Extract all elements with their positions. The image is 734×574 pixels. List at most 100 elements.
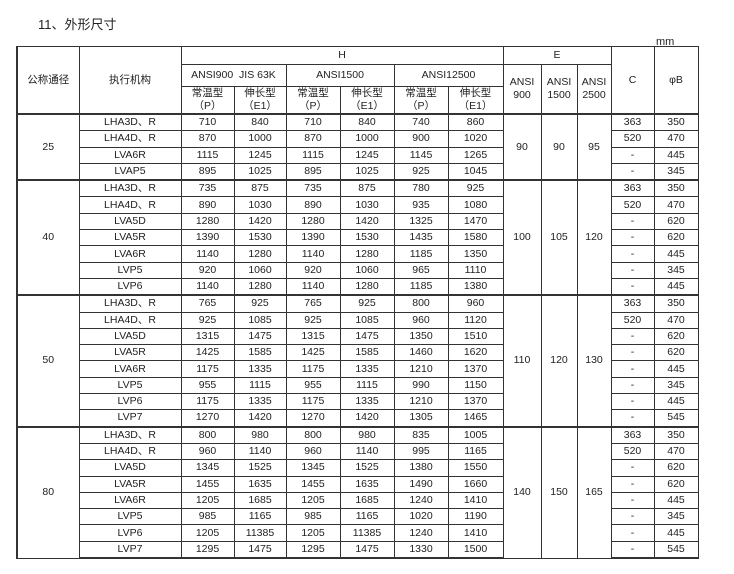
c-value-cell: -: [610, 524, 655, 542]
c-value-cell: -: [610, 459, 655, 477]
c-value-cell: 363: [610, 179, 655, 198]
h-value-cell: 955: [180, 376, 235, 395]
h-value-cell: 1205: [285, 524, 341, 542]
h-value-cell: 960: [180, 442, 235, 461]
actuator-cell: LVA5R: [78, 475, 182, 493]
e-col-label: 900: [513, 89, 531, 101]
h-value-cell: 870: [285, 130, 341, 148]
actuator-cell: LVAP5: [78, 162, 182, 181]
b-value-cell: 445: [653, 245, 699, 263]
h-value-cell: 1470: [447, 212, 504, 231]
actuator-cell: LVP7: [78, 540, 182, 560]
h-value-cell: 1420: [233, 212, 287, 231]
h-value-cell: 895: [180, 162, 235, 181]
actuator-cell: LHA3D、R: [78, 294, 182, 313]
h-value-cell: 1390: [285, 229, 341, 247]
h-value-cell: 1205: [285, 491, 341, 510]
h-value-cell: 1280: [339, 277, 395, 296]
h-value-cell: 925: [393, 162, 449, 181]
e-col-label: ANSI: [509, 76, 535, 88]
h-value-cell: 925: [447, 179, 504, 198]
h-value-cell: 710: [180, 113, 235, 132]
table-row: LVP7 1295 1475 1295 1475 1330 1500-545: [17, 540, 699, 560]
table-row: 50 LHA3D、R 765 925 765 925 800 960 110 120 130 363 3…: [16, 294, 699, 428]
b-value-cell: 620: [653, 327, 699, 346]
h-value-cell: 1345: [180, 459, 235, 477]
h-value-cell: 965: [393, 261, 449, 279]
h-value-cell: 1305: [393, 409, 449, 428]
h-value-cell: 875: [339, 179, 395, 198]
h-value-cell: 1380: [393, 459, 449, 477]
section-title: 11、外形尺寸: [38, 17, 117, 32]
e-value-cell: 90: [502, 112, 542, 181]
c-value-cell: 363: [610, 294, 655, 313]
actuator-cell: LVA5D: [78, 459, 182, 477]
h-value-cell: 1115: [180, 146, 235, 164]
e-value-cell: 100: [502, 179, 542, 296]
h-value-cell: 1140: [285, 245, 341, 263]
actuator-cell: LHA3D、R: [78, 113, 182, 132]
h-value-cell: 900: [393, 130, 449, 148]
b-value-cell: 620: [653, 212, 699, 231]
c-value-cell: -: [610, 277, 655, 296]
h-value-cell: 1425: [180, 344, 235, 362]
h-value-cell: 1025: [339, 162, 395, 181]
b-value-cell: 620: [653, 229, 699, 247]
b-value-cell: 350: [653, 113, 699, 132]
h-value-cell: 1345: [285, 459, 341, 477]
sub-type: 伸长型: [244, 87, 276, 99]
b-value-cell: 620: [653, 475, 699, 493]
header-sub-col: 伸长型 （E1）: [447, 86, 504, 115]
h-value-cell: 1660: [447, 475, 504, 493]
h-value-cell: 1080: [447, 196, 504, 214]
header-c: C: [610, 46, 655, 115]
e-value-cell: 105: [540, 179, 578, 296]
e-col-label: ANSI: [581, 76, 607, 88]
h-value-cell: 1140: [285, 277, 341, 296]
h-value-cell: 1525: [233, 459, 287, 477]
table-row: LVA6R 1140 1280 1140 1280 1185 1350-445: [17, 245, 699, 263]
table-row: 25 LHA3D、R 710 840 710 840 740 860 90 90 95 363 350: [16, 112, 699, 181]
h-value-cell: 1685: [233, 491, 287, 510]
unit-label: mm: [656, 36, 675, 48]
h-value-cell: 890: [285, 196, 341, 214]
c-value-cell: -: [610, 491, 655, 510]
table-row: LVA6R 1115 1245 1115 1245 1145 1265-445: [17, 146, 699, 164]
b-value-cell: 620: [653, 344, 699, 362]
table-row: LHA4D、R 870 1000 870 1000 900 1020 520 470: [17, 130, 699, 148]
h-value-cell: 995: [393, 442, 449, 461]
h-value-cell: 1030: [339, 196, 395, 214]
h-value-cell: 1460: [393, 344, 449, 362]
table-row: LHA4D、R 960 1140 960 1140 995 1165 520 470: [17, 442, 699, 461]
h-value-cell: 1475: [233, 327, 287, 346]
b-value-cell: 445: [653, 491, 699, 510]
h-value-cell: 1025: [233, 162, 287, 181]
h-value-cell: 840: [339, 113, 395, 132]
nominal-size-cell: 50: [16, 294, 80, 428]
h-value-cell: 1550: [447, 459, 504, 477]
c-value-cell: -: [610, 229, 655, 247]
b-value-cell: 445: [653, 360, 699, 378]
h-value-cell: 835: [393, 425, 449, 444]
h-value-cell: 860: [447, 113, 504, 132]
h-value-cell: 735: [180, 179, 235, 198]
h-value-cell: 1120: [447, 311, 504, 329]
h-value-cell: 1490: [393, 475, 449, 493]
table-row: 40 LHA3D、R 735 875 735 875 780 925 100 105 120 363 3…: [16, 179, 699, 296]
h-value-cell: 1475: [233, 540, 287, 560]
header-e-col: ANSI 2500: [576, 64, 612, 115]
e-value-cell: 165: [576, 425, 612, 559]
h-value-cell: 1270: [285, 409, 341, 428]
c-value-cell: -: [610, 146, 655, 164]
h-value-cell: 1685: [339, 491, 395, 510]
h-value-cell: 1110: [447, 261, 504, 279]
h-value-cell: 960: [393, 311, 449, 329]
b-value-cell: 345: [653, 508, 699, 526]
h-value-cell: 1150: [447, 376, 504, 395]
actuator-cell: LVP5: [78, 376, 182, 395]
header-sub-col: 伸长型 （E1）: [339, 86, 395, 115]
h-value-cell: 800: [180, 425, 235, 444]
h-value-cell: 1380: [447, 277, 504, 296]
b-value-cell: 470: [653, 196, 699, 214]
header-h-group: ANSI1500: [285, 64, 395, 87]
